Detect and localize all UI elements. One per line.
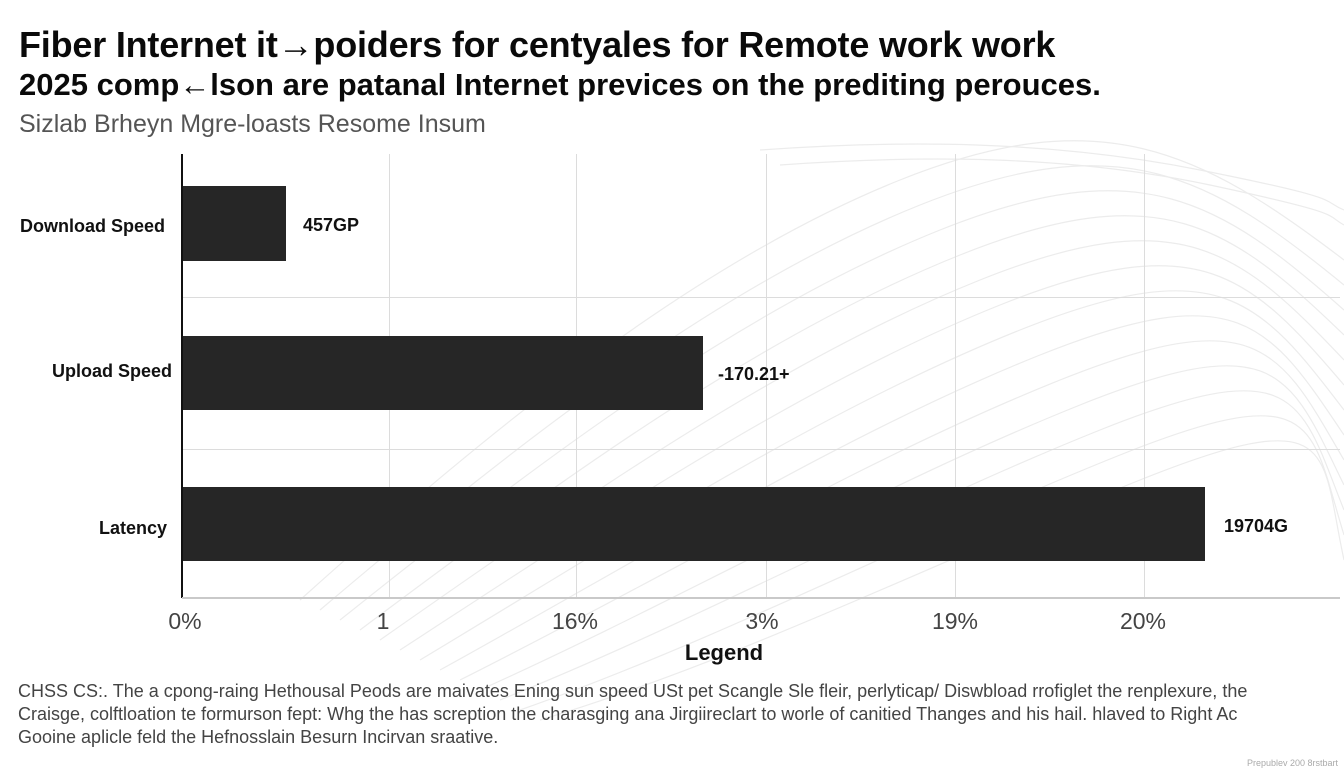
bar-upload-speed: [183, 336, 703, 410]
bar-value-label-download-speed: 457GP: [303, 215, 360, 235]
x-tick-label: 3%: [745, 608, 779, 634]
gridline-horizontal: [182, 297, 1340, 298]
x-tick-label: 0%: [168, 608, 202, 634]
source-credit: Prepublev 200 8rstbart: [1246, 758, 1338, 768]
x-tick-label: 20%: [1119, 608, 1167, 634]
footnote-line: CHSS CS:. The a cpong‐raing Hethousal Pe…: [18, 681, 1248, 701]
x-tick-label: 19%: [931, 608, 979, 634]
chart-byline: Sizlab Brheyn Mgre‐loasts Resome Insum: [19, 110, 486, 138]
x-axis-line: [182, 597, 1340, 599]
gridline-horizontal: [182, 449, 1340, 450]
bar-latency: [183, 487, 1205, 561]
x-tick-label: 1: [376, 608, 390, 634]
footnote: CHSS CS:. The a cpong‐raing Hethousal Pe…: [18, 680, 1318, 749]
chart-title: Fiber Internet it→poiders for centyales …: [19, 24, 1056, 65]
x-tick-label: 16%: [551, 608, 599, 634]
category-label-latency: Latency: [98, 518, 167, 538]
bar-value-label-upload-speed: ‐170.21+: [718, 364, 790, 384]
chart-subtitle: 2025 comp←lson are patanal Internet prev…: [19, 67, 1101, 102]
category-label-download-speed: Download Speed: [19, 216, 165, 236]
legend-title: Legend: [684, 640, 764, 665]
bar-download-speed: [183, 186, 286, 261]
footnote-line: Craisge, colftloation te formurson fept:…: [18, 704, 1238, 724]
y-axis-line: [181, 154, 183, 598]
category-label-upload-speed: Upload Speed: [51, 361, 172, 381]
bar-value-label-latency: 19704G: [1224, 516, 1289, 536]
footnote-line: Gooine aplicle feld the Hefnosslain Besu…: [18, 727, 499, 747]
